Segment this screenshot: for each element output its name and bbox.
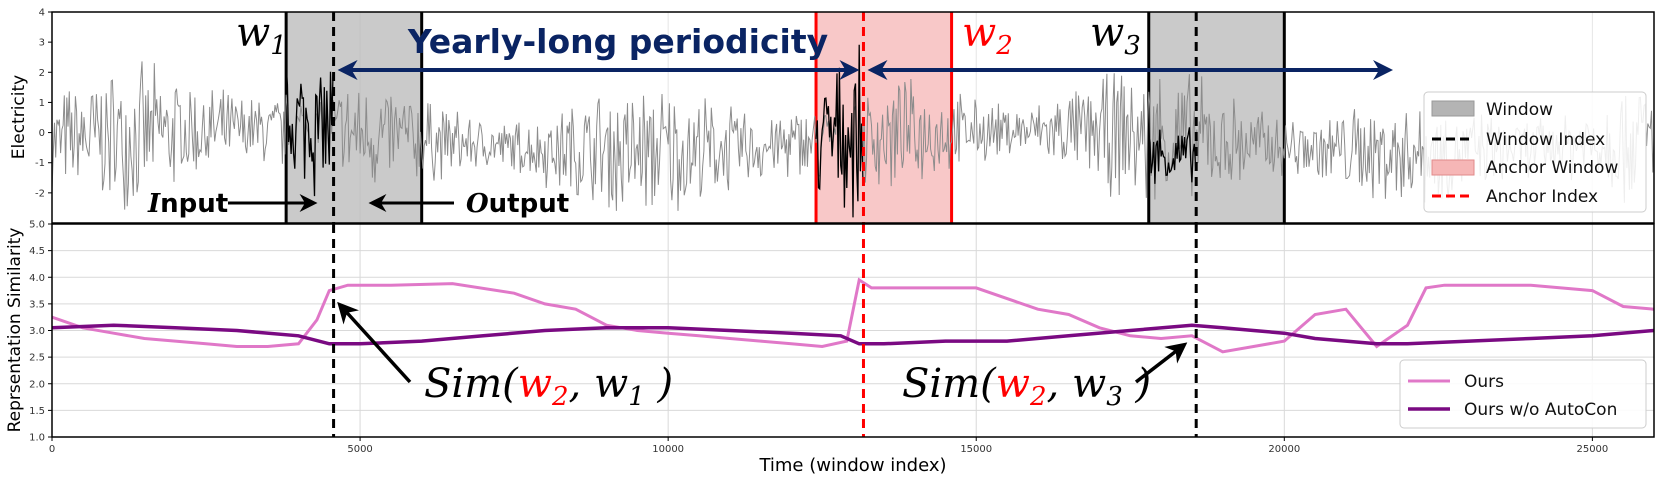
legend-ours-wo-autocon-label: Ours w/o AutoCon (1464, 400, 1617, 420)
series-ours-line (52, 277, 1654, 354)
legend-window-patch (1431, 100, 1475, 117)
input-label: Input (147, 189, 228, 219)
input-segment-line (285, 66, 334, 197)
bottom-x-tick-label: 25000 (1576, 444, 1608, 455)
bottom-x-ticks: 0 5000 10000 15000 20000 25000 (49, 437, 1608, 455)
sim2-arrow (1134, 342, 1188, 384)
top-y-tick-label: 3 (39, 38, 45, 49)
bottom-legend: Ours Ours w/o AutoCon (1399, 359, 1647, 429)
sim2-label: Sim(w2, w3 ) (902, 361, 1151, 412)
bottom-x-tick-label: 15000 (960, 444, 992, 455)
w3-label: w3 (1090, 10, 1141, 61)
top-y-tick-label: 2 (39, 68, 45, 79)
bottom-x-tick-label: 0 (49, 444, 55, 455)
top-plot-frame (51, 11, 1655, 224)
bottom-y-tick-label: 5.0 (29, 220, 45, 231)
top-y-tick-label: 1 (39, 98, 45, 109)
legend-ours-label: Ours (1464, 372, 1504, 392)
bottom-y-tick-label: 2.5 (29, 353, 45, 364)
bottom-y-ticks: 1.0 1.5 2.0 2.5 3.0 3.5 4.0 4.5 5.0 (29, 220, 52, 444)
top-y-tick-label: -2 (35, 188, 45, 199)
bottom-x-tick-label: 20000 (1268, 444, 1300, 455)
bottom-y-tick-label: 1.0 (29, 433, 45, 444)
bottom-y-tick-label: 4.5 (29, 246, 45, 257)
series-ours-wo-autocon-line (52, 323, 1654, 346)
bottom-y-tick-label: 2.0 (29, 379, 45, 390)
top-y-tick-label: 4 (39, 8, 45, 19)
bottom-y-tick-label: 4.0 (29, 273, 45, 284)
bottom-index-lines (332, 224, 1198, 437)
top-y-axis-label: Electricity (9, 75, 29, 159)
bottom-y-tick-label: 3.5 (29, 299, 45, 310)
legend-window-label: Window (1486, 100, 1553, 120)
x-axis-label: Time (window index) (758, 455, 946, 476)
bottom-x-tick-label: 10000 (652, 444, 684, 455)
top-y-tick-label: -1 (35, 158, 45, 169)
w1-label: w1 (236, 10, 287, 61)
top-legend: Window Window Index Anchor Window Anchor… (1423, 91, 1647, 213)
input-segment-line (1148, 127, 1197, 184)
legend-anchor-window-patch (1431, 159, 1475, 176)
output-label: Output (466, 189, 569, 219)
sim1-label: Sim(w2, w1 ) (424, 361, 673, 412)
bottom-plot-frame (51, 223, 1655, 438)
bottom-y-axis-label: Reprsentation Similarity (5, 228, 25, 433)
periodicity-label: Yearly-long periodicity (407, 22, 828, 61)
legend-window-index-label: Window Index (1486, 130, 1605, 150)
window-rect (286, 12, 422, 223)
window-rect (1148, 12, 1285, 223)
bottom-x-tick-label: 5000 (347, 444, 372, 455)
w2-label: w2 (962, 10, 1013, 61)
bottom-y-tick-label: 3.0 (29, 326, 45, 337)
sim1-arrow (337, 301, 412, 384)
legend-anchor-window-label: Anchor Window (1486, 158, 1618, 178)
legend-anchor-index-label: Anchor Index (1486, 187, 1598, 207)
top-y-tick-label: 0 (39, 128, 45, 139)
bottom-panel: 1.0 1.5 2.0 2.5 3.0 3.5 4.0 4.5 5.0 0 5000 10000 15… (5, 220, 1655, 476)
top-index-lines (332, 12, 1198, 223)
bottom-y-tick-label: 1.5 (29, 406, 45, 417)
